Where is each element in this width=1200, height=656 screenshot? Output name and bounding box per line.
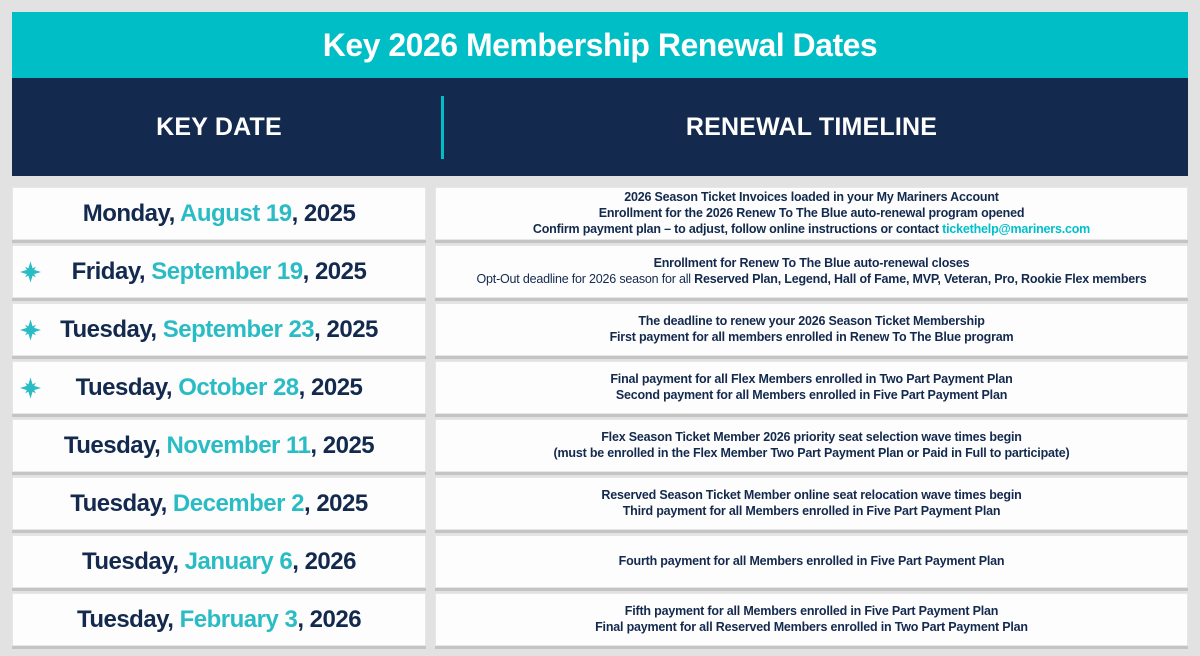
renewal-timeline-cell: 2026 Season Ticket Invoices loaded in yo… xyxy=(435,187,1188,240)
table-row: Tuesday, December 2, 2025 Reserved Seaso… xyxy=(12,477,1188,530)
key-date-text: Tuesday, January 6, 2026 xyxy=(82,547,356,575)
column-divider xyxy=(441,96,444,159)
renewal-timeline-cell: Enrollment for Renew To The Blue auto-re… xyxy=(435,245,1188,298)
key-date-cell: Tuesday, February 3, 2026 xyxy=(12,593,426,646)
column-header-bar: KEY DATE RENEWAL TIMELINE xyxy=(12,78,1188,176)
key-date-cell: Tuesday, September 23, 2025 xyxy=(12,303,426,356)
table-row: Tuesday, February 3, 2026 Fifth payment … xyxy=(12,593,1188,646)
table-row: Friday, September 19, 2025 Enrollment fo… xyxy=(12,245,1188,298)
table-row: Monday, August 19, 2025 2026 Season Tick… xyxy=(12,187,1188,240)
timeline-line: Confirm payment plan – to adjust, follow… xyxy=(532,222,1091,236)
timeline-line: Enrollment for the 2026 Renew To The Blu… xyxy=(598,206,1025,220)
key-date-cell: Tuesday, December 2, 2025 xyxy=(12,477,426,530)
timeline-line: (must be enrolled in the Flex Member Two… xyxy=(553,446,1070,460)
key-date-text: Tuesday, November 11, 2025 xyxy=(63,431,375,459)
column-header-renewal-timeline: RENEWAL TIMELINE xyxy=(685,112,938,141)
key-date-text: Tuesday, October 28, 2025 xyxy=(75,373,363,401)
compass-star-icon xyxy=(20,319,41,340)
key-date-text: Friday, September 19, 2025 xyxy=(71,257,367,285)
timeline-line: Second payment for all Members enrolled … xyxy=(615,388,1008,402)
key-date-cell: Monday, August 19, 2025 xyxy=(12,187,426,240)
renewal-timeline-cell: The deadline to renew your 2026 Season T… xyxy=(435,303,1188,356)
email-link[interactable]: tickethelp@mariners.com xyxy=(942,222,1091,236)
page-title: Key 2026 Membership Renewal Dates xyxy=(322,26,878,63)
key-date-text: Tuesday, December 2, 2025 xyxy=(70,489,368,517)
timeline-line: Opt-Out deadline for 2026 season for all… xyxy=(476,272,1147,286)
renewal-timeline-cell: Fifth payment for all Members enrolled i… xyxy=(435,593,1188,646)
renewal-timeline-cell: Fourth payment for all Members enrolled … xyxy=(435,535,1188,588)
table-row: Tuesday, October 28, 2025 Final payment … xyxy=(12,361,1188,414)
timeline-line: The deadline to renew your 2026 Season T… xyxy=(638,314,985,328)
timeline-line: First payment for all members enrolled i… xyxy=(609,330,1014,344)
timeline-line: Fourth payment for all Members enrolled … xyxy=(618,554,1005,568)
timeline-line: Final payment for all Flex Members enrol… xyxy=(610,372,1013,386)
title-bar: Key 2026 Membership Renewal Dates xyxy=(12,12,1188,78)
compass-star-icon xyxy=(20,261,41,282)
rows: Monday, August 19, 2025 2026 Season Tick… xyxy=(12,187,1188,646)
timeline-line: Enrollment for Renew To The Blue auto-re… xyxy=(653,256,970,270)
key-date-cell: Tuesday, November 11, 2025 xyxy=(12,419,426,472)
key-date-text: Tuesday, September 23, 2025 xyxy=(60,315,378,343)
renewal-timeline-cell: Flex Season Ticket Member 2026 priority … xyxy=(435,419,1188,472)
timeline-line: Flex Season Ticket Member 2026 priority … xyxy=(601,430,1022,444)
key-date-cell: Tuesday, October 28, 2025 xyxy=(12,361,426,414)
key-date-text: Monday, August 19, 2025 xyxy=(82,199,356,227)
table-row: Tuesday, January 6, 2026 Fourth payment … xyxy=(12,535,1188,588)
timeline-line: 2026 Season Ticket Invoices loaded in yo… xyxy=(624,190,999,204)
renewal-timeline-cell: Final payment for all Flex Members enrol… xyxy=(435,361,1188,414)
timeline-line: Final payment for all Reserved Members e… xyxy=(595,620,1028,634)
column-header-key-date: KEY DATE xyxy=(156,112,282,141)
table-row: Tuesday, November 11, 2025 Flex Season T… xyxy=(12,419,1188,472)
renewal-timeline-cell: Reserved Season Ticket Member online sea… xyxy=(435,477,1188,530)
key-date-cell: Friday, September 19, 2025 xyxy=(12,245,426,298)
timeline-line: Reserved Season Ticket Member online sea… xyxy=(601,488,1022,502)
key-date-cell: Tuesday, January 6, 2026 xyxy=(12,535,426,588)
table-row: Tuesday, September 23, 2025 The deadline… xyxy=(12,303,1188,356)
compass-star-icon xyxy=(20,377,41,398)
key-date-text: Tuesday, February 3, 2026 xyxy=(76,605,362,633)
timeline-line: Fifth payment for all Members enrolled i… xyxy=(624,604,999,618)
timeline-line: Third payment for all Members enrolled i… xyxy=(622,504,1001,518)
